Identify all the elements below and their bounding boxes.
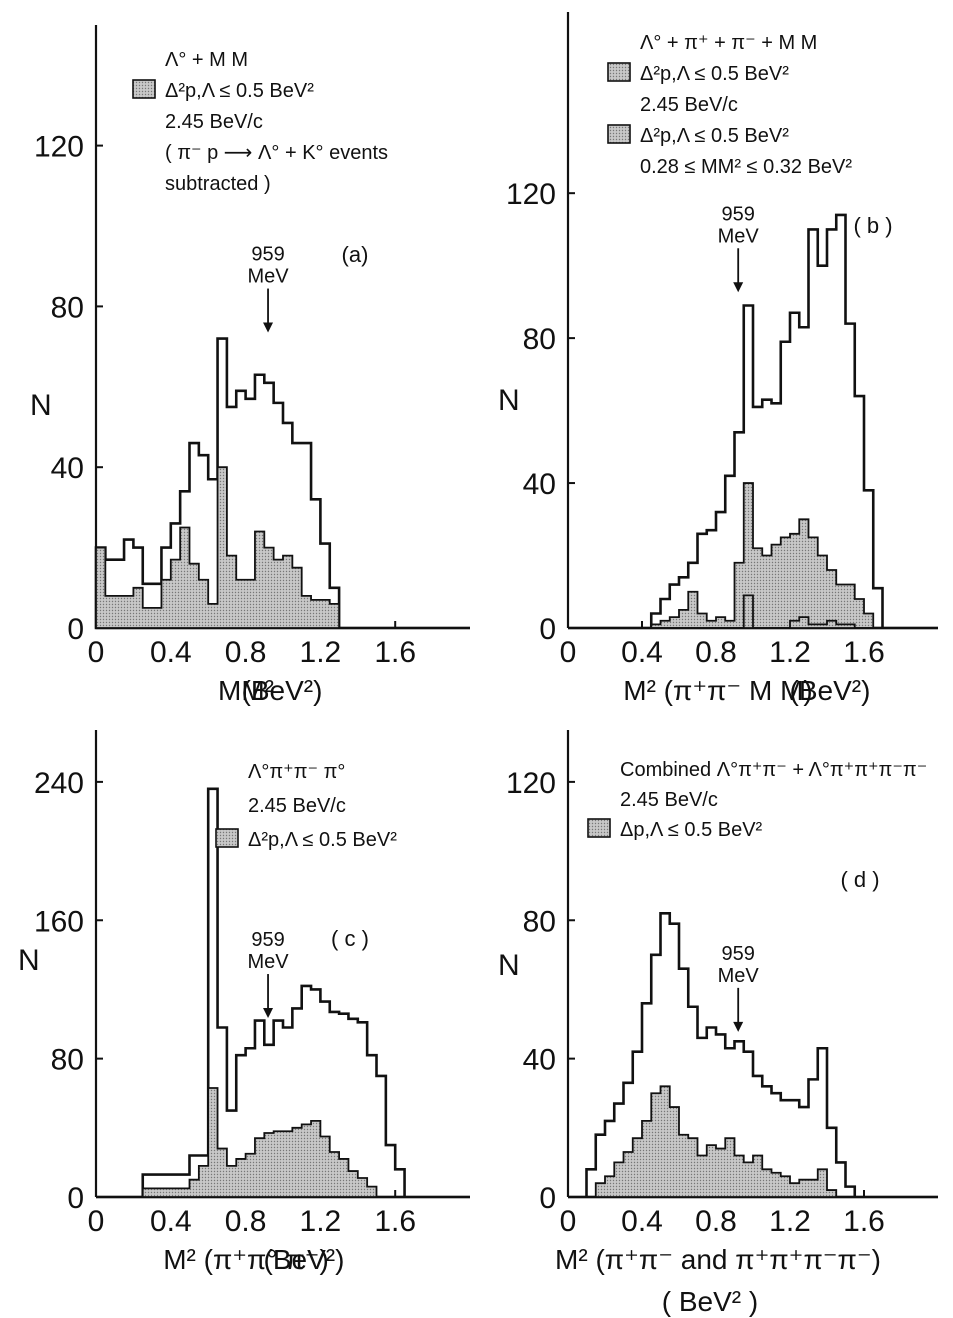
legend-line-a: ( π⁻ p ⟶ Λ° + K° events	[165, 142, 388, 164]
legend-line-c: Δ²p,Λ ≤ 0.5 BeV²	[248, 829, 397, 851]
legend-line-b: Δ²p,Λ ≤ 0.5 BeV²	[640, 125, 789, 147]
x-axis-unit-b: (BeV²)	[790, 675, 871, 706]
legend-line-b: 0.28 ≤ MM² ≤ 0.32 BeV²	[640, 156, 852, 178]
panel-label-b: ( b )	[853, 213, 892, 238]
y-axis-label-a: N	[30, 389, 52, 422]
panel-label-a: (a)	[342, 242, 369, 267]
annotation-arrowhead-d	[733, 1021, 744, 1032]
annotation-value-d: 959	[722, 943, 755, 965]
x-tick-label-d: 1.2	[769, 1205, 811, 1238]
panel-d: 0 40 80 120 0 0.4 0.8 1.2 1.6 Combined Λ°π⁺π⁻ + Λ…	[498, 730, 938, 1317]
x-tick-label-a: 0	[88, 636, 105, 669]
histogram-shaded-b-2	[568, 594, 938, 629]
y-tick-label-d: 80	[523, 905, 556, 938]
annotation-value-c: 959	[251, 929, 284, 951]
x-axis-unit-a: (BeV²)	[242, 675, 323, 706]
legend-line-a: Λ° + M M	[165, 49, 248, 71]
legend-line-b: Λ° + π⁺ + π⁻ + M M	[640, 32, 817, 54]
y-axis-label-c: N	[18, 944, 40, 977]
x-tick-label-c: 0.4	[150, 1205, 192, 1238]
annotation-unit-a: MeV	[247, 266, 289, 288]
annotation-unit-d: MeV	[718, 965, 760, 987]
x-axis-unit-d: ( BeV² )	[662, 1286, 758, 1317]
annotation-arrowhead-a	[263, 322, 274, 333]
x-axis-label-a: MM²	[218, 675, 274, 706]
panel-c: 0 80 160 240 0 0.4 0.8 1.2 1.6 Λ°π⁺π⁻ π° 2.45 BeV/…	[18, 730, 470, 1275]
panel-b: 0 40 80 120 0 0.4 0.8 1.2 1.6 Λ° + π⁺ + π⁻ + M M Δ…	[498, 12, 938, 706]
y-axis-label-d: N	[498, 949, 520, 982]
histogram-outline-d	[568, 912, 938, 1199]
y-tick-label-b: 120	[506, 178, 556, 211]
y-tick-label-b: 0	[539, 613, 556, 646]
y-tick-label-a: 80	[51, 291, 84, 324]
y-tick-label-c: 160	[34, 905, 84, 938]
annotation-value-b: 959	[722, 203, 755, 225]
legend-line-d: Combined Λ°π⁺π⁻ + Λ°π⁺π⁺π⁻π⁻	[620, 759, 927, 781]
x-tick-label-b: 1.2	[769, 636, 811, 669]
x-axis-label-d: M² (π⁺π⁻ and π⁺π⁺π⁻π⁻)	[555, 1244, 881, 1275]
x-tick-label-b: 0	[560, 636, 577, 669]
legend-line-d: Δp,Λ ≤ 0.5 BeV²	[620, 819, 763, 841]
x-tick-label-d: 0.8	[695, 1205, 737, 1238]
histogram-shaded-a-1	[95, 466, 470, 629]
y-tick-label-c: 80	[51, 1044, 84, 1077]
y-tick-label-a: 120	[34, 131, 84, 164]
legend-line-a: 2.45 BeV/c	[165, 111, 263, 133]
x-axis-label-c: M² (π⁺π° π⁻)	[163, 1244, 329, 1275]
y-tick-label-d: 0	[539, 1182, 556, 1215]
x-axis-unit-c: (BeV²)	[264, 1244, 345, 1275]
histogram-shaded-d-1	[568, 1085, 938, 1198]
legend-swatch-a	[132, 79, 156, 99]
annotation-unit-b: MeV	[718, 225, 760, 247]
histogram-outline-b	[568, 213, 938, 630]
x-axis-label-b: M² (π⁺π⁻ M M)	[623, 675, 812, 706]
panel-label-c: ( c )	[331, 926, 369, 951]
legend-swatch-b	[607, 124, 631, 144]
x-tick-label-d: 0	[560, 1205, 577, 1238]
annotation-arrowhead-c	[263, 1008, 274, 1019]
legend-line-b: Δ²p,Λ ≤ 0.5 BeV²	[640, 63, 789, 85]
legend-line-c: 2.45 BeV/c	[248, 795, 346, 817]
x-tick-label-b: 1.6	[843, 636, 885, 669]
y-tick-label-a: 40	[51, 452, 84, 485]
annotation-unit-c: MeV	[247, 951, 289, 973]
legend-line-d: 2.45 BeV/c	[620, 789, 718, 811]
y-tick-label-b: 80	[523, 323, 556, 356]
legend-swatch-b	[607, 62, 631, 82]
x-tick-label-a: 0.4	[150, 636, 192, 669]
x-tick-label-d: 1.6	[843, 1205, 885, 1238]
y-tick-label-c: 0	[67, 1182, 84, 1215]
y-tick-label-c: 240	[34, 767, 84, 800]
x-tick-label-a: 1.6	[374, 636, 416, 669]
y-tick-label-d: 40	[523, 1044, 556, 1077]
legend-line-a: subtracted )	[165, 173, 271, 195]
histogram-shaded-b-1	[568, 482, 938, 629]
panel-label-d: ( d )	[840, 867, 879, 892]
legend-line-b: 2.45 BeV/c	[640, 94, 738, 116]
x-tick-label-b: 0.8	[695, 636, 737, 669]
x-tick-label-d: 0.4	[621, 1205, 663, 1238]
x-tick-label-a: 0.8	[225, 636, 267, 669]
y-tick-label-d: 120	[506, 767, 556, 800]
y-tick-label-b: 40	[523, 468, 556, 501]
x-tick-label-c: 0.8	[225, 1205, 267, 1238]
x-tick-label-a: 1.2	[300, 636, 342, 669]
annotation-value-a: 959	[251, 244, 284, 266]
legend-swatch-d	[587, 818, 611, 838]
panel-a: 0 40 80 120 0 0.4 0.8 1.2 1.6 Λ° + M M Δ²p,Λ ≤ 0.5…	[30, 25, 470, 706]
y-axis-label-b: N	[498, 384, 520, 417]
x-tick-label-c: 1.2	[300, 1205, 342, 1238]
annotation-arrowhead-b	[733, 282, 744, 293]
x-tick-label-c: 0	[88, 1205, 105, 1238]
legend-swatch-c	[215, 828, 239, 848]
y-tick-label-a: 0	[67, 613, 84, 646]
legend-line-a: Δ²p,Λ ≤ 0.5 BeV²	[165, 80, 314, 102]
legend-line-c: Λ°π⁺π⁻ π°	[248, 761, 345, 783]
histogram-outline-c	[96, 787, 470, 1199]
x-tick-label-b: 0.4	[621, 636, 663, 669]
x-tick-label-c: 1.6	[374, 1205, 416, 1238]
histogram-shaded-c-1	[96, 1087, 470, 1198]
